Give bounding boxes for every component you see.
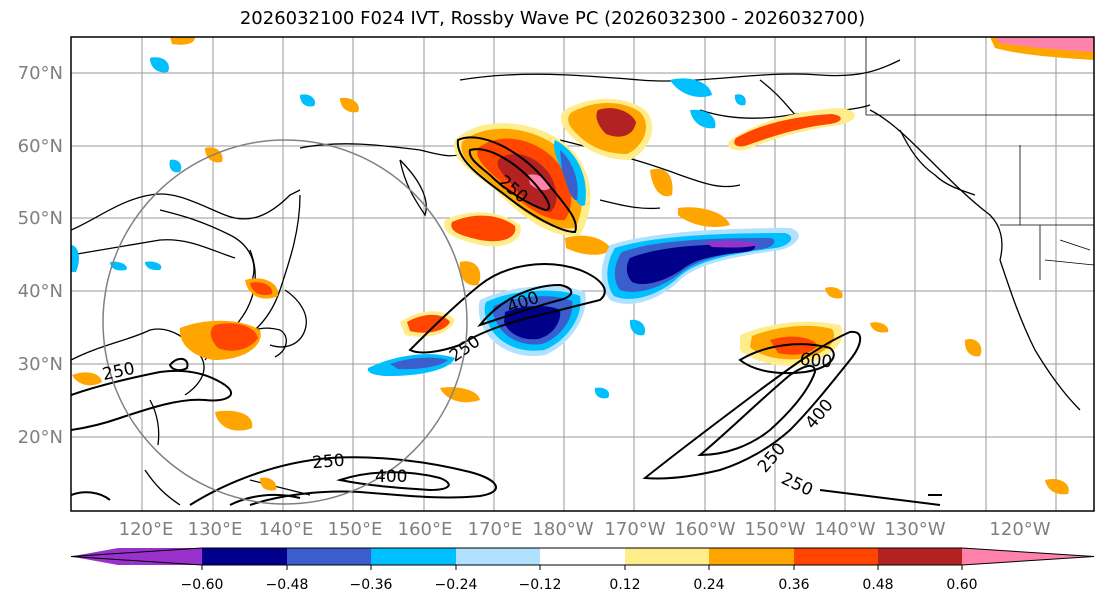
colorbar-extend-high xyxy=(962,548,1094,565)
colorbar-segment xyxy=(540,548,625,565)
lon-tick-label: 140°W xyxy=(814,519,875,540)
lon-tick-label: 120°E xyxy=(119,519,174,540)
colorbar-segment xyxy=(456,548,540,565)
colorbar-labels: −0.60 −0.48 −0.36 −0.24 −0.12 0.12 0.24 0.36 0.4… xyxy=(181,565,978,593)
contour-label: 250 xyxy=(311,451,345,474)
colorbar-segment xyxy=(878,548,962,565)
longitude-labels: 120°E 130°E 140°E 150°E 160°E 170°E 180°W 170°W… xyxy=(119,519,1051,540)
colorbar-segment xyxy=(794,548,878,565)
map-title: 2026032100 F024 IVT, Rossby Wave PC (202… xyxy=(239,8,866,29)
lon-tick-label: 170°E xyxy=(468,519,523,540)
contour-label: 600 xyxy=(799,350,833,373)
ivt-shading xyxy=(71,37,1094,495)
graticule xyxy=(71,37,1094,511)
colorbar xyxy=(70,547,1095,566)
lon-tick-label: 180°W xyxy=(532,519,593,540)
lon-tick-label: 120°W xyxy=(989,519,1050,540)
colorbar-tick-label: −0.12 xyxy=(519,577,562,593)
colorbar-segment xyxy=(202,548,287,565)
lat-tick-label: 50°N xyxy=(18,208,63,229)
lon-tick-label: 140°E xyxy=(259,519,314,540)
colorbar-segment xyxy=(287,548,371,565)
colorbar-tick-label: −0.48 xyxy=(266,577,309,593)
lat-tick-label: 20°N xyxy=(18,427,63,448)
colorbar-segment xyxy=(371,548,456,565)
lat-tick-label: 60°N xyxy=(18,136,63,157)
colorbar-tick-label: −0.60 xyxy=(181,577,224,593)
colorbar-segment xyxy=(709,548,794,565)
colorbar-tick-label: −0.36 xyxy=(350,577,393,593)
borders xyxy=(865,37,1094,280)
colorbar-tick-label: 0.48 xyxy=(862,577,893,593)
lat-tick-label: 30°N xyxy=(18,354,63,375)
lon-tick-label: 170°W xyxy=(604,519,665,540)
lon-tick-label: 130°E xyxy=(188,519,243,540)
colorbar-tick-label: 0.60 xyxy=(946,577,977,593)
lat-tick-label: 70°N xyxy=(18,63,63,84)
lon-tick-label: 160°W xyxy=(674,519,735,540)
lon-tick-label: 130°W xyxy=(884,519,945,540)
contour-label: 400 xyxy=(375,467,407,487)
lon-tick-label: 150°E xyxy=(328,519,383,540)
lat-tick-label: 40°N xyxy=(18,281,63,302)
colorbar-tick-label: 0.12 xyxy=(609,577,640,593)
colorbar-segment xyxy=(625,548,709,565)
lon-tick-label: 160°E xyxy=(398,519,453,540)
lon-tick-label: 150°W xyxy=(744,519,805,540)
colorbar-extend-low xyxy=(71,548,202,565)
latitude-labels: 70°N 60°N 50°N 40°N 30°N 20°N xyxy=(18,63,63,448)
colorbar-tick-label: 0.24 xyxy=(693,577,724,593)
map-frame xyxy=(70,36,1095,512)
colorbar-tick-label: 0.36 xyxy=(778,577,809,593)
region-circle xyxy=(102,139,468,505)
colorbar-tick-label: −0.24 xyxy=(435,577,478,593)
